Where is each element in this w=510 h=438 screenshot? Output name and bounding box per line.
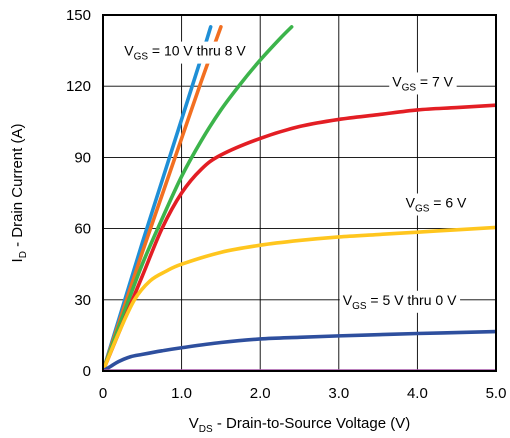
annotation-background — [339, 290, 461, 313]
series-layer — [103, 25, 496, 371]
annotation-label: VGS = 10 V thru 8 V — [124, 43, 246, 63]
y-axis-label: ID - Drain Current (A) — [9, 124, 29, 263]
annotation-4: VGS = 5 V thru 0 V — [339, 290, 461, 313]
x-tick-label: 4.0 — [407, 385, 428, 402]
series-line-6 — [103, 329, 496, 371]
x-tick-label: 1.0 — [171, 385, 192, 402]
annotation-label: VGS = 7 V — [392, 73, 453, 93]
annotation-1: VGS = 10 V thru 8 V — [121, 41, 250, 64]
y-tick-label: 120 — [66, 78, 91, 95]
y-tick-label: 30 — [74, 292, 91, 309]
annotation-label: VGS = 5 V thru 0 V — [343, 292, 457, 312]
annotation-background — [389, 72, 457, 95]
series-line-3 — [103, 25, 294, 371]
y-tick-label: 0 — [83, 363, 91, 380]
tick-label-layer: 0 1.0 2.0 3.0 4.0 5.0 0 30 60 90 120 150 — [66, 7, 506, 402]
x-axis-label: VDS - Drain-to-Source Voltage (V) — [189, 415, 411, 435]
x-tick-label: 0 — [99, 385, 107, 402]
x-tick-label: 3.0 — [328, 385, 349, 402]
annotation-layer: VGS = 10 V thru 8 V VGS = 7 V VGS = 6 V VGS… — [121, 41, 471, 313]
annotation-2: VGS = 7 V — [389, 72, 457, 95]
y-tick-label: 90 — [74, 149, 91, 166]
annotation-background — [402, 193, 471, 216]
y-axis-label-group: ID - Drain Current (A) — [9, 124, 29, 263]
x-tick-label: 2.0 — [250, 385, 271, 402]
annotation-background — [121, 41, 250, 64]
series-line-5 — [103, 225, 496, 371]
plot-frame — [102, 14, 497, 372]
series-line-4 — [103, 103, 496, 371]
y-tick-label: 60 — [74, 221, 91, 238]
axis-label-layer: VDS - Drain-to-Source Voltage (V) ID - Dr… — [9, 124, 410, 435]
annotation-label: VGS = 6 V — [406, 194, 467, 214]
x-tick-label: 5.0 — [486, 385, 507, 402]
y-tick-label: 150 — [66, 7, 91, 24]
annotation-3: VGS = 6 V — [402, 193, 471, 216]
plot-frame-layer — [102, 14, 497, 372]
